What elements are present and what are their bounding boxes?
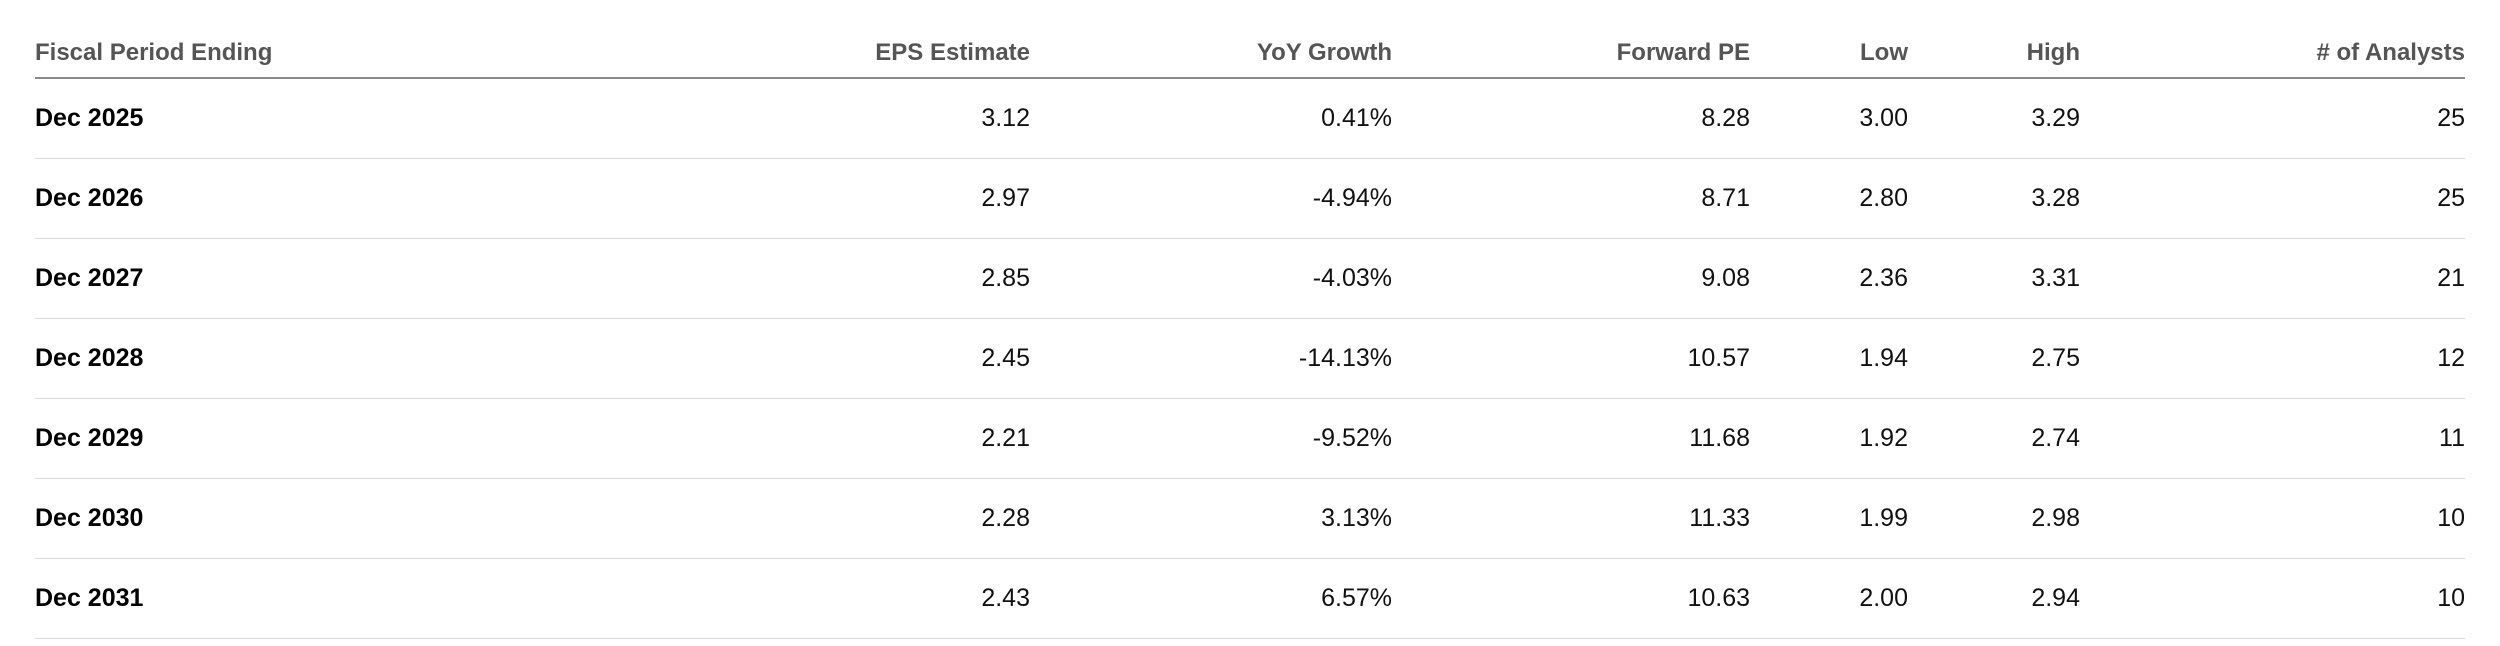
value-cell: 6.57% [1030, 558, 1392, 639]
table-row: Dec 2028 2.45 -14.13% 10.57 1.94 2.75 12 [35, 318, 2465, 399]
column-header: # of Analysts [2080, 28, 2465, 79]
value-cell: 2.98 [1908, 478, 2080, 559]
table-row: Dec 2031 2.43 6.57% 10.63 2.00 2.94 10 [35, 558, 2465, 639]
table-row: Dec 2026 2.97 -4.94% 8.71 2.80 3.28 25 [35, 158, 2465, 239]
value-cell: 11.68 [1392, 398, 1750, 479]
value-cell: 11 [2080, 398, 2465, 479]
table-row: Dec 2025 3.12 0.41% 8.28 3.00 3.29 25 [35, 78, 2465, 159]
column-header: EPS Estimate [335, 28, 1030, 79]
table-row: Dec 2030 2.28 3.13% 11.33 1.99 2.98 10 [35, 478, 2465, 559]
value-cell: 2.00 [1750, 558, 1908, 639]
period-cell: Dec 2031 [35, 558, 335, 639]
column-header: Low [1750, 28, 1908, 79]
period-cell: Dec 2030 [35, 478, 335, 559]
value-cell: 10 [2080, 478, 2465, 559]
value-cell: -14.13% [1030, 318, 1392, 399]
value-cell: 2.85 [335, 238, 1030, 319]
value-cell: 3.12 [335, 78, 1030, 159]
value-cell: -4.94% [1030, 158, 1392, 239]
value-cell: 1.92 [1750, 398, 1908, 479]
value-cell: 3.00 [1750, 78, 1908, 159]
value-cell: 10 [2080, 558, 2465, 639]
estimates-table: Fiscal Period Ending EPS Estimate YoY Grow… [35, 28, 2465, 639]
value-cell: 3.29 [1908, 78, 2080, 159]
value-cell: 8.28 [1392, 78, 1750, 159]
period-cell: Dec 2025 [35, 78, 335, 159]
value-cell: 1.99 [1750, 478, 1908, 559]
value-cell: 2.21 [335, 398, 1030, 479]
value-cell: 2.97 [335, 158, 1030, 239]
value-cell: 2.94 [1908, 558, 2080, 639]
value-cell: 12 [2080, 318, 2465, 399]
period-cell: Dec 2027 [35, 238, 335, 319]
value-cell: 2.80 [1750, 158, 1908, 239]
value-cell: 0.41% [1030, 78, 1392, 159]
value-cell: 25 [2080, 78, 2465, 159]
period-cell: Dec 2028 [35, 318, 335, 399]
value-cell: 9.08 [1392, 238, 1750, 319]
table-row: Dec 2029 2.21 -9.52% 11.68 1.92 2.74 11 [35, 398, 2465, 479]
value-cell: 2.43 [335, 558, 1030, 639]
column-header: Fiscal Period Ending [35, 28, 335, 79]
value-cell: 2.45 [335, 318, 1030, 399]
value-cell: 3.28 [1908, 158, 2080, 239]
value-cell: 2.74 [1908, 398, 2080, 479]
column-header: Forward PE [1392, 28, 1750, 79]
column-header: YoY Growth [1030, 28, 1392, 79]
value-cell: 25 [2080, 158, 2465, 239]
period-cell: Dec 2026 [35, 158, 335, 239]
value-cell: 10.57 [1392, 318, 1750, 399]
value-cell: 8.71 [1392, 158, 1750, 239]
value-cell: -4.03% [1030, 238, 1392, 319]
value-cell: 1.94 [1750, 318, 1908, 399]
table-body: Dec 2025 3.12 0.41% 8.28 3.00 3.29 25 Dec 2026 2… [35, 78, 2465, 639]
value-cell: -9.52% [1030, 398, 1392, 479]
value-cell: 21 [2080, 238, 2465, 319]
value-cell: 10.63 [1392, 558, 1750, 639]
header-row: Fiscal Period Ending EPS Estimate YoY Grow… [35, 28, 2465, 79]
value-cell: 2.36 [1750, 238, 1908, 319]
value-cell: 2.75 [1908, 318, 2080, 399]
value-cell: 2.28 [335, 478, 1030, 559]
value-cell: 3.31 [1908, 238, 2080, 319]
value-cell: 3.13% [1030, 478, 1392, 559]
table-row: Dec 2027 2.85 -4.03% 9.08 2.36 3.31 21 [35, 238, 2465, 319]
value-cell: 11.33 [1392, 478, 1750, 559]
period-cell: Dec 2029 [35, 398, 335, 479]
column-header: High [1908, 28, 2080, 79]
